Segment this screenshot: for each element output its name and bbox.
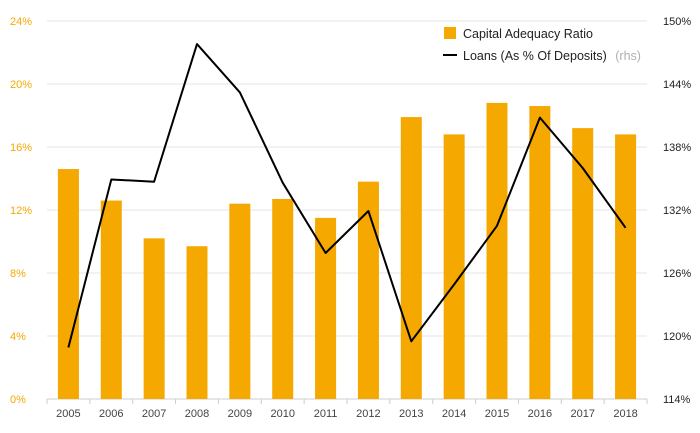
- bar-2006: [100, 200, 122, 399]
- x-tick-label: 2018: [613, 408, 637, 420]
- x-tick-label: 2015: [485, 408, 509, 420]
- legend-label-line-group: Loans (As % Of Deposits) (rhs): [463, 47, 641, 64]
- left-axis-ticks: 0% 4% 8% 12% 16% 20% 24%: [10, 16, 32, 406]
- x-axis-ticks: 2005 2006 2007 2008 2009 2010 2011 2012 2013 2014…: [46, 399, 648, 420]
- legend-label-bar: Capital Adequacy Ratio: [463, 27, 593, 41]
- bar-2014: [443, 134, 465, 399]
- x-tick-label: 2012: [356, 408, 380, 420]
- right-tick-label: 150%: [663, 16, 691, 28]
- left-tick-label: 24%: [10, 16, 32, 28]
- legend-swatch-bar: [444, 27, 456, 39]
- right-tick-label: 132%: [663, 205, 691, 217]
- bar-2016: [529, 106, 551, 400]
- x-tick-label: 2014: [442, 408, 466, 420]
- left-tick-label: 8%: [10, 268, 26, 280]
- legend-label-line-suffix: (rhs): [615, 49, 641, 63]
- bar-2011: [315, 217, 337, 399]
- x-tick-label: 2005: [56, 408, 80, 420]
- bar-2017: [572, 128, 594, 399]
- x-tick-label: 2011: [314, 408, 338, 420]
- right-tick-label: 114%: [663, 394, 691, 406]
- left-tick-label: 12%: [10, 205, 32, 217]
- bar-2007: [143, 238, 165, 399]
- x-tick-label: 2008: [185, 408, 209, 420]
- right-tick-label: 144%: [663, 79, 691, 91]
- x-tick-label: 2006: [99, 408, 123, 420]
- bar-2015: [486, 102, 508, 400]
- x-tick-label: 2016: [528, 408, 552, 420]
- bar-2013: [400, 117, 422, 399]
- legend-label-line: Loans (As % Of Deposits): [463, 49, 607, 63]
- right-tick-label: 126%: [663, 268, 691, 280]
- x-tick-label: 2007: [142, 408, 166, 420]
- left-tick-label: 0%: [10, 394, 26, 406]
- legend: Capital Adequacy Ratio Loans (As % Of De…: [443, 27, 641, 64]
- bar-2012: [357, 181, 379, 399]
- x-tick-label: 2010: [270, 408, 294, 420]
- right-axis-ticks: 114% 120% 126% 132% 138% 144% 150%: [663, 16, 691, 406]
- bar-2005: [57, 169, 79, 399]
- bar-2008: [186, 246, 208, 399]
- line-series: [67, 43, 627, 348]
- bar-series: [57, 102, 637, 400]
- left-tick-label: 20%: [10, 79, 32, 91]
- bar-2009: [229, 203, 251, 399]
- left-tick-label: 16%: [10, 142, 32, 154]
- x-tick-label: 2013: [399, 408, 423, 420]
- bar-2010: [272, 198, 294, 399]
- loans-line: [67, 43, 627, 348]
- gridlines: [47, 20, 647, 400]
- bar-2018: [615, 134, 637, 399]
- right-tick-label: 138%: [663, 142, 691, 154]
- x-tick-label: 2017: [570, 408, 594, 420]
- x-tick-label: 2009: [228, 408, 252, 420]
- right-tick-label: 120%: [663, 331, 691, 343]
- left-tick-label: 4%: [10, 331, 26, 343]
